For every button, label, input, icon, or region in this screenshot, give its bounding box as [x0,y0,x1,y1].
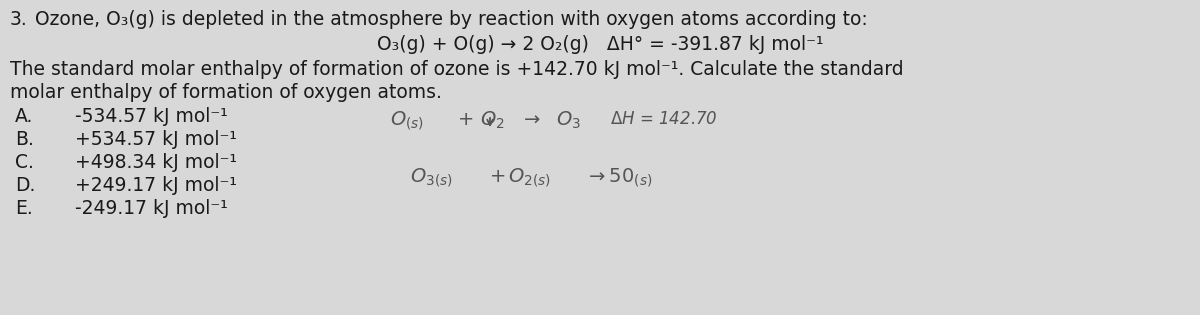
Text: 3.: 3. [10,10,28,29]
Text: A.: A. [14,107,34,126]
Text: +249.17 kJ mol⁻¹: +249.17 kJ mol⁻¹ [74,176,236,195]
Text: -249.17 kJ mol⁻¹: -249.17 kJ mol⁻¹ [74,199,228,218]
Text: Ozone, O₃(g) is depleted in the atmosphere by reaction with oxygen atoms accordi: Ozone, O₃(g) is depleted in the atmosphe… [35,10,868,29]
Text: +498.34 kJ mol⁻¹: +498.34 kJ mol⁻¹ [74,153,238,172]
Text: $\rightarrow 50_{(s)}$: $\rightarrow 50_{(s)}$ [586,167,653,189]
Text: D.: D. [14,176,35,195]
Text: +534.57 kJ mol⁻¹: +534.57 kJ mol⁻¹ [74,130,236,149]
Text: O₃(g) + O(g) → 2 O₂(g)   ΔH° = -391.87 kJ mol⁻¹: O₃(g) + O(g) → 2 O₂(g) ΔH° = -391.87 kJ … [377,35,823,54]
Text: +: + [490,167,506,186]
Text: $\Delta H$ = 142.70: $\Delta H$ = 142.70 [610,110,718,128]
Text: +: + [458,110,474,129]
Text: -534.57 kJ mol⁻¹: -534.57 kJ mol⁻¹ [74,107,228,126]
Text: $O_{3(s)}$: $O_{3(s)}$ [410,167,452,189]
Text: The standard molar enthalpy of formation of ozone is +142.70 kJ mol⁻¹. Calculate: The standard molar enthalpy of formation… [10,60,904,79]
Text: $O_{(s)}$: $O_{(s)}$ [390,110,424,132]
Text: molar enthalpy of formation of oxygen atoms.: molar enthalpy of formation of oxygen at… [10,83,442,102]
Text: $O_2$: $O_2$ [480,110,504,131]
Text: C.: C. [14,153,34,172]
Text: $O_{2(s)}$: $O_{2(s)}$ [508,167,551,189]
Text: $\rightarrow$  $O_3$: $\rightarrow$ $O_3$ [520,110,581,131]
Text: E.: E. [14,199,32,218]
Text: B.: B. [14,130,34,149]
